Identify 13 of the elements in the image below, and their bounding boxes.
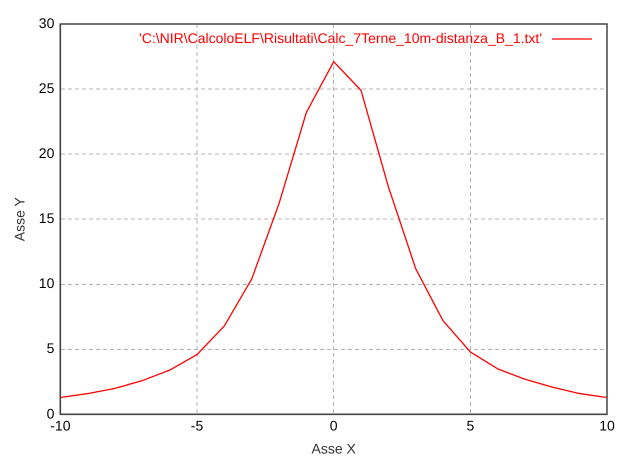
y-tick-label: 5 bbox=[46, 340, 55, 356]
y-axis-title: Asse Y bbox=[11, 196, 28, 242]
legend-label: 'C:\NIR\CalcoloELF\Risultati\Calc_7Terne_10m-distanza_B_1.txt' bbox=[139, 30, 542, 46]
y-tick-label: 20 bbox=[38, 144, 55, 161]
x-tick-label: -5 bbox=[190, 418, 204, 434]
x-axis-title: Asse X bbox=[312, 440, 357, 456]
y-tick-label: 15 bbox=[38, 210, 55, 226]
x-tick-label: 10 bbox=[599, 418, 615, 434]
y-tick-label: 25 bbox=[38, 80, 55, 96]
y-tick-label: 10 bbox=[38, 275, 55, 292]
y-tick-label: 30 bbox=[38, 14, 55, 31]
x-tick-label: 0 bbox=[330, 418, 338, 434]
x-tick-label: 5 bbox=[466, 418, 474, 434]
